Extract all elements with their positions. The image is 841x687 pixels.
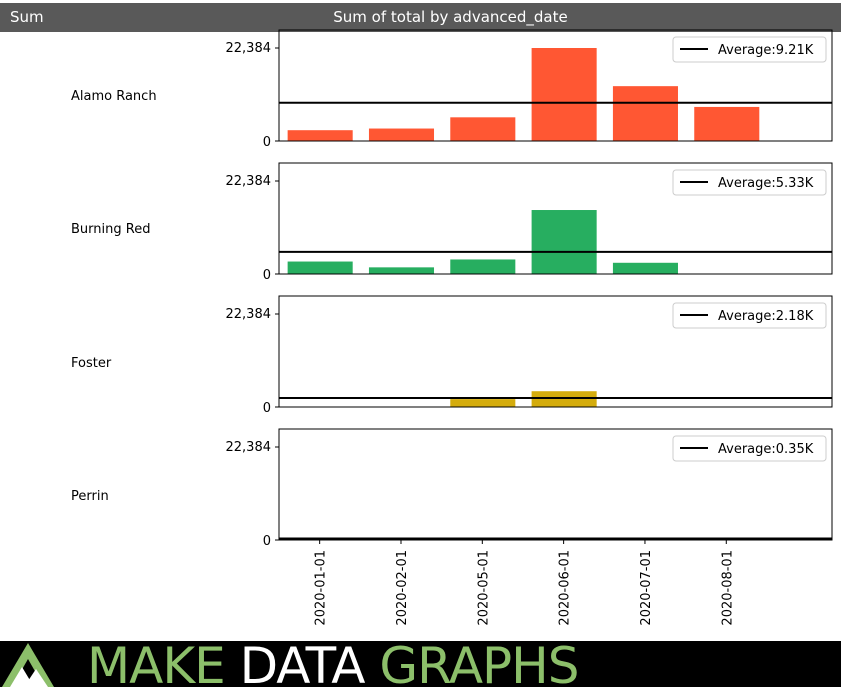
xtick-label-3: 2020-06-01 [558, 550, 573, 626]
bar-chart-panels: 22,384 0 Average:9.21K 22,384 0 Average:5.33K… [226, 29, 833, 626]
row-label-alamo-ranch: Alamo Ranch [71, 89, 157, 104]
ytick-label-zero-1: 0 [263, 268, 271, 283]
logo-word-data: DATA [239, 641, 366, 687]
xtick-label-4: 2020-07-01 [639, 550, 654, 626]
bar-1-2 [450, 259, 516, 274]
logo-word-graphs: GRAPHS [379, 641, 579, 687]
legend-label-3: Average:0.35K [718, 442, 814, 457]
bar-0-5 [694, 106, 760, 141]
legend-label-1: Average:5.33K [718, 176, 814, 191]
bar-0-0 [287, 130, 353, 141]
logo-mountain-icon [2, 643, 54, 687]
xtick-label-0: 2020-01-01 [314, 550, 329, 626]
ytick-label-zero-0: 0 [263, 135, 271, 150]
legend-box-1 [672, 169, 827, 196]
panel-frame-1 [278, 162, 833, 275]
logo-banner: MAKE DATA GRAPHS [0, 641, 841, 687]
ytick-label-top-3: 22,384 [226, 440, 272, 455]
bar-0-4 [612, 86, 678, 141]
row-label-perrin: Perrin [71, 489, 109, 504]
logo-wordmark: MAKE DATA GRAPHS [87, 641, 580, 687]
header-sum-label: Sum [10, 8, 44, 26]
bar-1-1 [368, 267, 435, 274]
ytick-label-zero-2: 0 [263, 401, 271, 416]
ytick-label-zero-3: 0 [263, 534, 271, 549]
ytick-label-top-1: 22,384 [226, 174, 272, 189]
chart-header: Sum Sum of total by advanced_date [0, 3, 841, 32]
legend-label-2: Average:2.18K [718, 309, 814, 324]
bar-1-0 [287, 261, 353, 274]
row-label-foster: Foster [71, 356, 112, 371]
legend-box-3 [672, 435, 827, 462]
bar-2-2 [450, 399, 516, 407]
legend-label-0: Average:9.21K [718, 43, 814, 58]
xtick-label-5: 2020-08-01 [720, 550, 735, 626]
bar-1-4 [612, 262, 678, 274]
bar-0-1 [368, 128, 435, 141]
bar-0-3 [531, 48, 597, 141]
bar-2-3 [531, 391, 597, 407]
row-label-burning-red: Burning Red [71, 222, 151, 237]
logo-word-make: MAKE [87, 641, 226, 687]
bar-0-2 [450, 117, 516, 141]
legend-box-0 [672, 36, 827, 63]
legend-box-2 [672, 302, 827, 329]
bar-1-3 [531, 210, 597, 274]
xtick-label-2: 2020-05-01 [476, 550, 491, 626]
panel-frame-2 [278, 295, 833, 408]
panel-frame-0 [278, 29, 833, 142]
xtick-label-1: 2020-02-01 [395, 550, 410, 626]
panel-frame-3 [278, 428, 833, 541]
chart-title: Sum of total by advanced_date [333, 8, 568, 26]
ytick-label-top-2: 22,384 [226, 307, 272, 322]
ytick-label-top-0: 22,384 [226, 41, 272, 56]
